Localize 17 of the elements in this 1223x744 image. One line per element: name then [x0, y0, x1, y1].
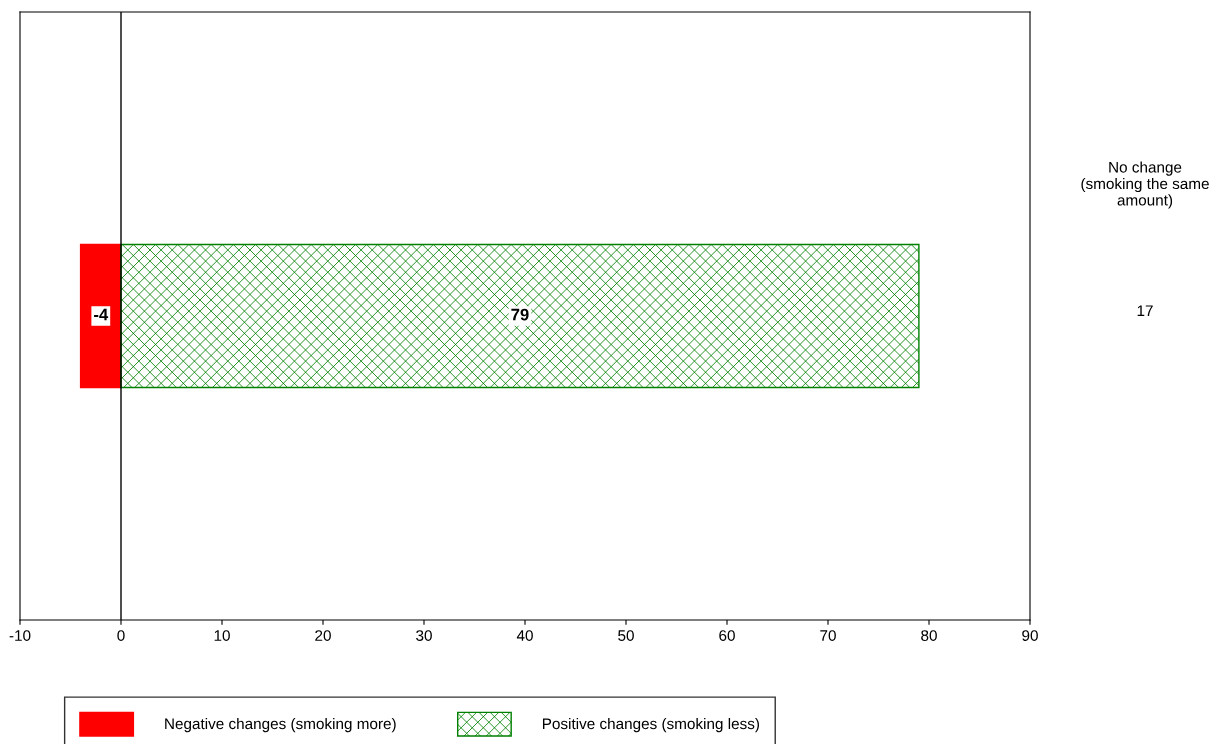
- x-tick-label: -10: [9, 630, 31, 641]
- x-tick-label: 40: [516, 630, 533, 641]
- x-tick-label: 80: [921, 630, 937, 641]
- x-tick-label: 50: [618, 630, 634, 641]
- legend-label: Positive changes (smoking less): [542, 717, 760, 733]
- x-tick-label: 70: [820, 630, 836, 641]
- x-tick-label: 20: [315, 630, 331, 641]
- text: 17: [1137, 305, 1153, 316]
- text: No change (smoking the same amount): [1081, 161, 1209, 209]
- legend-label: Negative changes (smoking more): [165, 717, 396, 733]
- x-tick-label: 60: [719, 630, 735, 641]
- data-label: -4: [94, 308, 109, 321]
- x-tick-label: 30: [416, 630, 432, 641]
- data-label: 79: [511, 308, 529, 321]
- x-tick-label: 90: [1022, 630, 1038, 641]
- x-tick-label: 0: [117, 630, 125, 641]
- x-tick-label: 10: [214, 630, 230, 641]
